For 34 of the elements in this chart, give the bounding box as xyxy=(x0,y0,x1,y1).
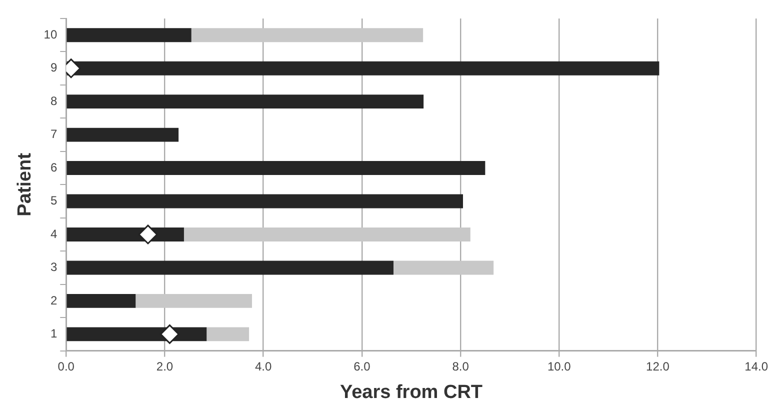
bar xyxy=(393,260,494,275)
x-tick-label: 12.0 xyxy=(646,359,670,374)
y-tick-label: 9 xyxy=(50,60,58,75)
bar xyxy=(66,327,207,342)
y-axis-title: Patient xyxy=(14,152,36,216)
y-tick-label: 3 xyxy=(50,260,58,274)
x-tick-label: 0.0 xyxy=(58,359,75,374)
y-tick-label: 1 xyxy=(50,326,58,340)
bar xyxy=(66,94,424,109)
y-tick-label: 7 xyxy=(50,127,58,142)
x-tick-label: 6.0 xyxy=(354,359,371,374)
x-tick-label: 8.0 xyxy=(452,359,470,374)
x-tick-label: 14.0 xyxy=(744,359,768,374)
x-tick-label: 2.0 xyxy=(156,359,174,374)
bar xyxy=(66,61,660,76)
x-tick-label: 10.0 xyxy=(547,359,572,374)
y-tick-label: 10 xyxy=(44,27,58,42)
y-tick-label: 8 xyxy=(50,94,58,108)
bar xyxy=(66,128,179,142)
y-tick-label: 5 xyxy=(50,194,58,208)
bar xyxy=(206,327,250,342)
bar xyxy=(191,28,424,42)
x-tick-label: 4.0 xyxy=(254,359,272,374)
bar xyxy=(66,260,394,275)
y-tick-label: 2 xyxy=(50,293,58,308)
y-tick-label: 6 xyxy=(50,160,58,174)
bar xyxy=(66,194,463,208)
x-axis-title: Years from CRT xyxy=(340,382,483,403)
bar xyxy=(66,28,192,42)
bar xyxy=(66,161,486,176)
bar xyxy=(184,228,470,242)
y-tick-label: 4 xyxy=(50,226,58,241)
bar xyxy=(66,294,136,308)
bar xyxy=(136,294,252,308)
